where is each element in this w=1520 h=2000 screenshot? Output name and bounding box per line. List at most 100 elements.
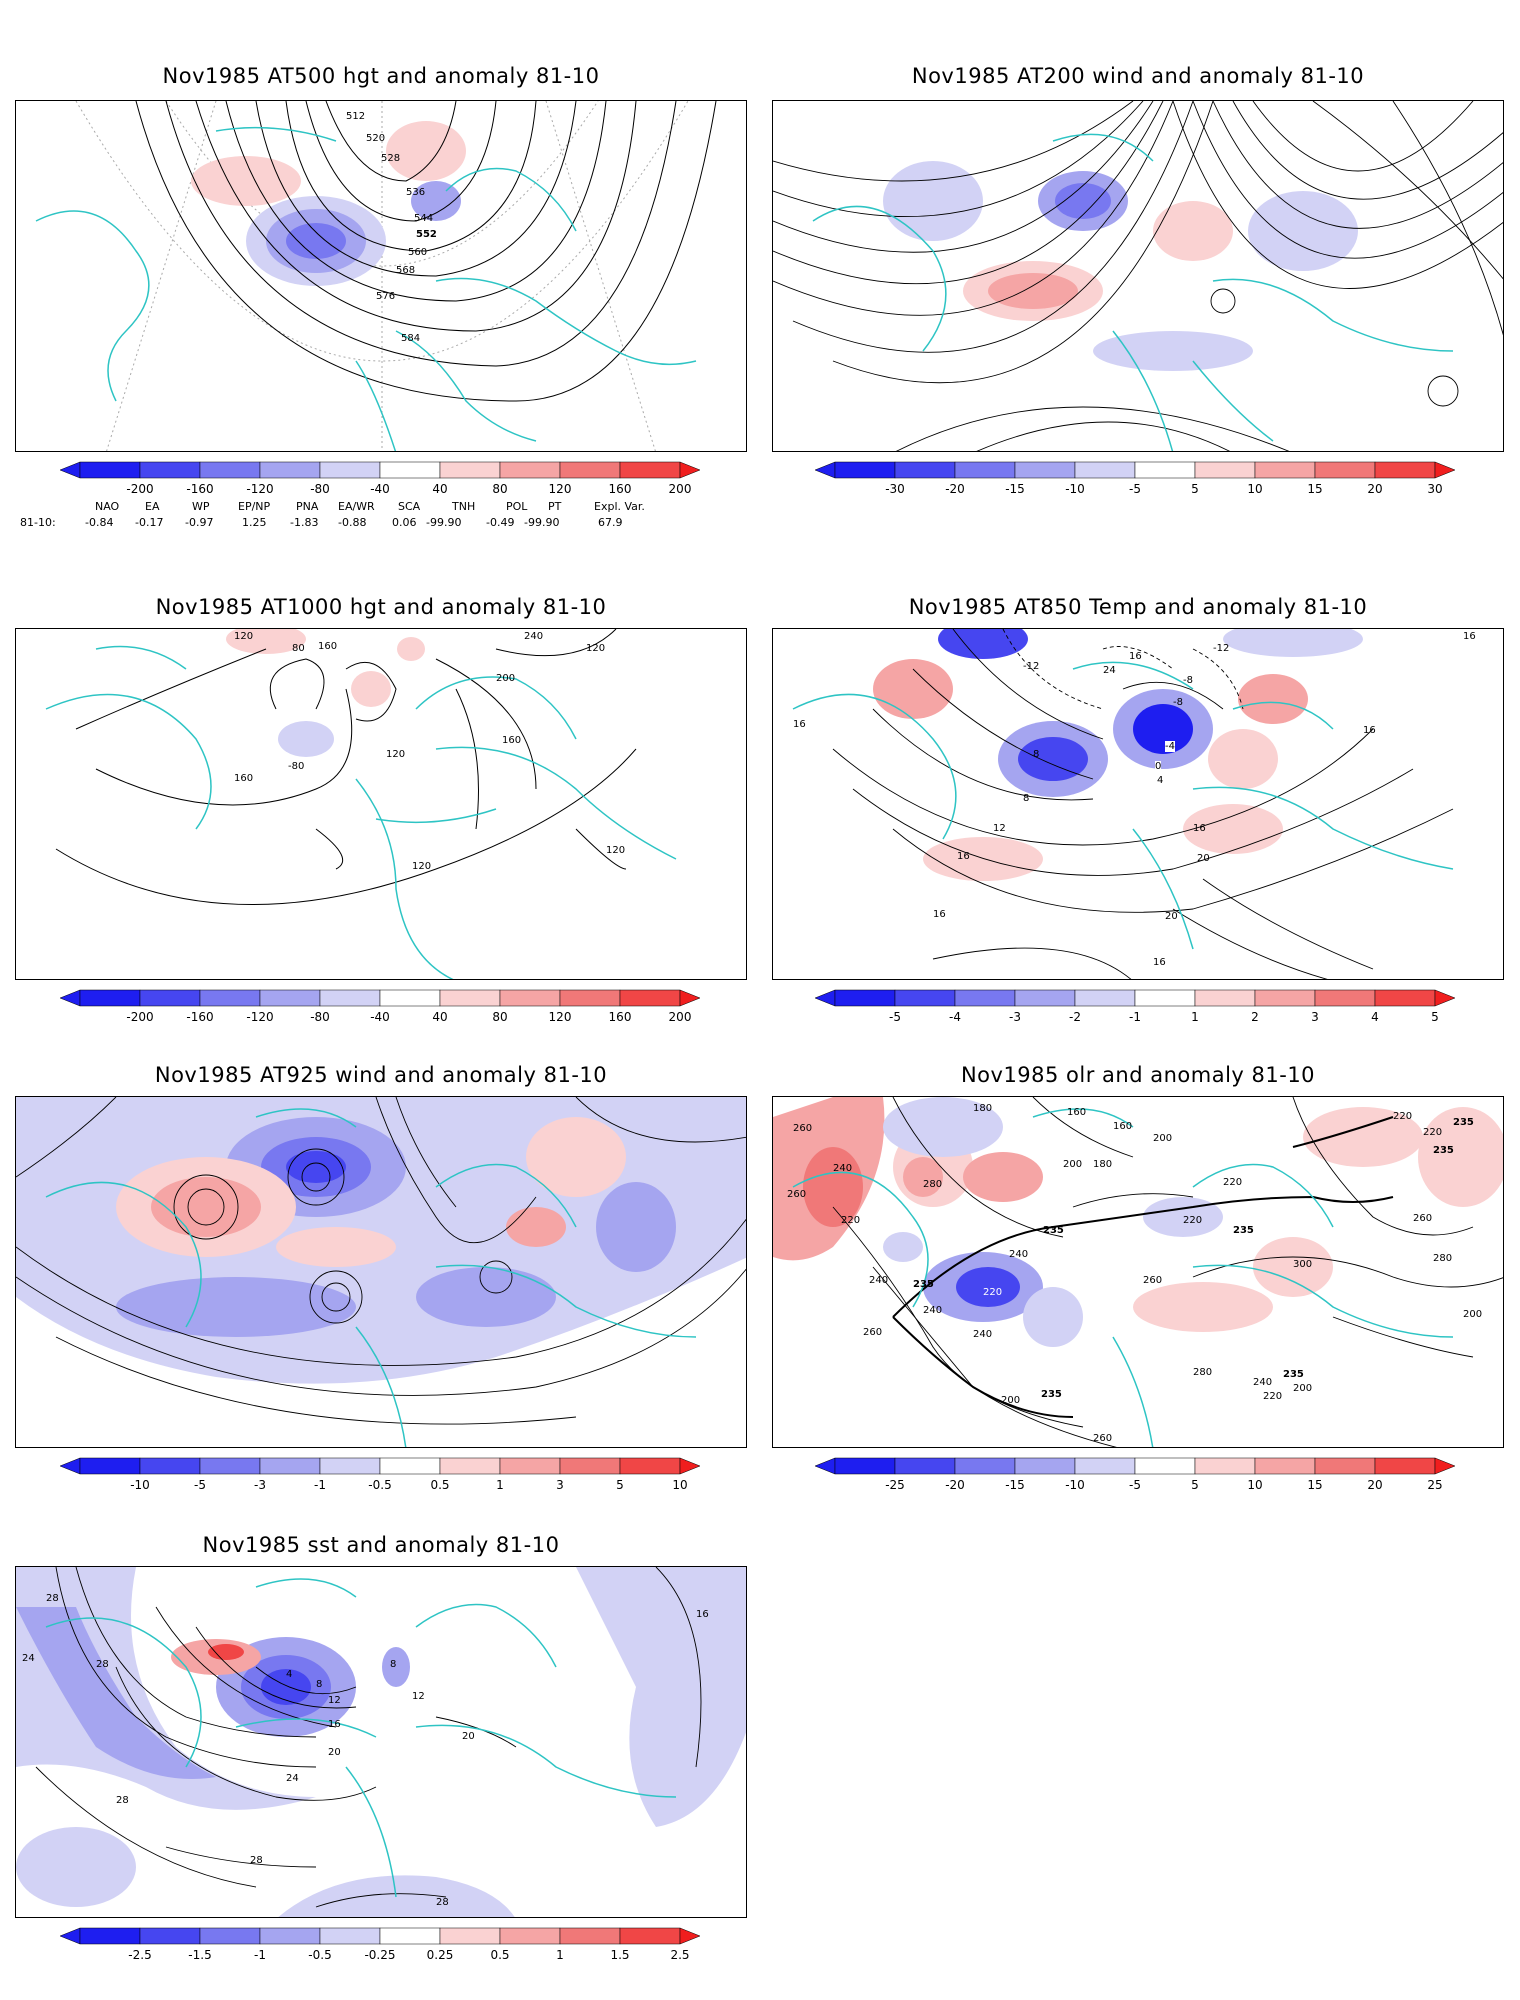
colorbar-tick: 0.25 (426, 1948, 454, 1962)
contour-label: 220 (1263, 1391, 1283, 1402)
colorbar-tick: 10 (672, 1478, 688, 1492)
contour-label: 584 (401, 333, 421, 344)
colorbar-swatches (60, 1927, 700, 1945)
panel-olr: Nov1985 olr and anomaly 81-10 (760, 1048, 1520, 1498)
contour-label: 24 (22, 1653, 35, 1664)
panel-title: Nov1985 AT1000 hgt and anomaly 81-10 (155, 595, 607, 619)
colorbar-tick: 2 (1251, 1010, 1259, 1024)
contour-label: 160 (1113, 1121, 1133, 1132)
colorbar-tick: -160 (186, 1010, 214, 1024)
tele-header: Expl. Var. (594, 500, 645, 513)
contour-label: 16 (1193, 823, 1206, 834)
panel-at200: Nov1985 AT200 wind and anomaly 81-10 (760, 0, 1520, 560)
colorbar: -200 -160 -120 -80 -40 40 80 120 160 200 (60, 988, 700, 1028)
contour-label: 200 (1001, 1395, 1021, 1406)
contour-label: 235 (1453, 1117, 1474, 1128)
tele-value: -99.90 (524, 516, 560, 529)
colorbar-tick: -1 (314, 1478, 326, 1492)
tele-value: -99.90 (426, 516, 462, 529)
contour-label: 12 (993, 823, 1006, 834)
colorbar-tick: -40 (370, 482, 390, 496)
contour-label: 220 (983, 1287, 1003, 1298)
colorbar-tick: -15 (1005, 482, 1025, 496)
contour-label: 568 (396, 265, 416, 276)
contour-label: 260 (863, 1327, 883, 1338)
colorbar-swatches (815, 989, 1455, 1007)
panel-title: Nov1985 AT200 wind and anomaly 81-10 (911, 64, 1365, 88)
colorbar-tick: 3 (556, 1478, 564, 1492)
contour-label: -4 (1165, 741, 1175, 752)
colorbar-tick: 1 (496, 1478, 504, 1492)
contour-label: 240 (1253, 1377, 1273, 1388)
colorbar-tick: -40 (370, 1010, 390, 1024)
colorbar-tick: 200 (668, 482, 692, 496)
contour-label: 28 (250, 1855, 263, 1866)
contour-label: 16 (328, 1719, 341, 1730)
contour-label: 8 (1023, 793, 1030, 804)
colorbar-tick: 0.5 (430, 1478, 450, 1492)
colorbar-tick: -80 (310, 482, 330, 496)
colorbar-tick: 1.5 (610, 1948, 630, 1962)
contour-label: 576 (376, 291, 396, 302)
contour-label: 28 (46, 1593, 59, 1604)
contour-label: 220 (1223, 1177, 1243, 1188)
contour-label: 200 (1293, 1383, 1313, 1394)
colorbar-tick: 20 (1367, 482, 1383, 496)
colorbar-tick: 20 (1367, 1478, 1383, 1492)
contour-label: 235 (1041, 1389, 1062, 1400)
colorbar-swatches (60, 1457, 700, 1475)
contour-label: 28 (436, 1897, 449, 1908)
colorbar-tick: 200 (668, 1010, 692, 1024)
contour-label: 220 (1393, 1111, 1413, 1122)
contour-label: 160 (502, 735, 522, 746)
contour-label: 4 (286, 1669, 293, 1680)
map-frame: 28 24 28 4 8 12 16 20 24 28 28 28 20 12 … (15, 1566, 747, 1918)
tele-value: -0.17 (135, 516, 164, 529)
contour-label: -80 (288, 761, 305, 772)
colorbar-tick: 10 (1247, 1478, 1263, 1492)
colorbar-tick: 40 (432, 1010, 448, 1024)
colorbar-tick: -120 (246, 1010, 274, 1024)
contour-label: 120 (412, 861, 432, 872)
tele-value: -0.88 (338, 516, 367, 529)
contour-label: 16 (1129, 651, 1142, 662)
colorbar-tick: 80 (492, 482, 508, 496)
map-frame: 120 160 80 240 200 120 160 120 -80 160 1… (15, 628, 747, 980)
tele-header: SCA (398, 500, 421, 513)
colorbar-labels: -200 -160 -120 -80 -40 40 80 120 160 200 (60, 1010, 700, 1026)
contour-label: 8 (1033, 749, 1040, 760)
panel-title: Nov1985 AT925 wind and anomaly 81-10 (154, 1063, 608, 1087)
map-plot (16, 1567, 746, 1917)
contour-label: 200 (496, 673, 516, 684)
map-plot (773, 1097, 1503, 1447)
contour-label: 24 (1103, 665, 1116, 676)
colorbar-tick: 120 (548, 1010, 572, 1024)
colorbar-tick: 5 (1431, 1010, 1439, 1024)
contour-label: 280 (1193, 1367, 1213, 1378)
colorbar-tick: 120 (548, 482, 572, 496)
colorbar-tick: 5 (1191, 1478, 1199, 1492)
colorbar-tick: 80 (492, 1010, 508, 1024)
colorbar-tick: -120 (246, 482, 274, 496)
colorbar-tick: 15 (1307, 482, 1323, 496)
colorbar-tick: 30 (1427, 482, 1443, 496)
tele-value: -0.84 (85, 516, 114, 529)
colorbar: -10 -5 -3 -1 -0.5 0.5 1 3 5 10 (60, 1456, 700, 1496)
contour-label: 260 (1093, 1433, 1113, 1444)
contour-label: 560 (408, 247, 428, 258)
contour-label: 235 (1283, 1369, 1304, 1380)
colorbar-tick: 4 (1371, 1010, 1379, 1024)
contour-label: 160 (234, 773, 254, 784)
contour-label: -12 (1023, 661, 1040, 672)
colorbar-swatches (60, 461, 700, 479)
colorbar-tick: 5 (616, 1478, 624, 1492)
contour-label: 24 (286, 1773, 299, 1784)
contour-label: 16 (933, 909, 946, 920)
contour-label: 200 (1153, 1133, 1173, 1144)
contour-label: 180 (1093, 1159, 1113, 1170)
colorbar: -200 -160 -120 -80 -40 40 80 120 160 200 (60, 460, 700, 500)
colorbar-tick: -3 (254, 1478, 266, 1492)
contour-label: 235 (913, 1279, 934, 1290)
tele-header: TNH (452, 500, 476, 513)
contour-label: 235 (1233, 1225, 1254, 1236)
